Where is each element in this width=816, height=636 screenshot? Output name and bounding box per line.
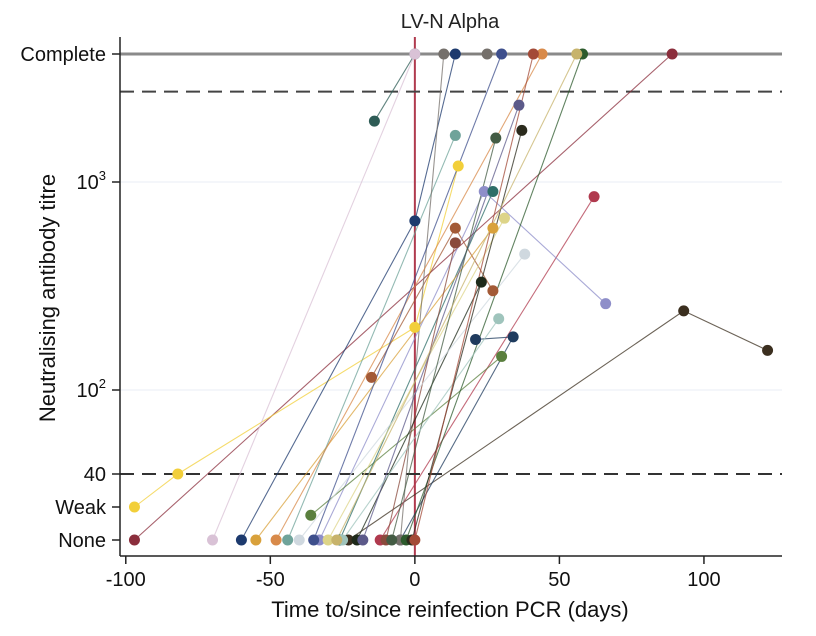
data-point-s19-1 <box>438 48 450 60</box>
y-tick-label-4300: Complete <box>20 44 106 66</box>
data-point-s2-2 <box>409 321 421 333</box>
y-axis-label: Neutralising antibody titre <box>35 174 60 422</box>
y-tick-label-1000: 103 <box>77 168 106 194</box>
data-point-s13-0 <box>207 534 219 546</box>
series-line-s22 <box>362 105 520 541</box>
data-point-s8-2 <box>600 298 612 310</box>
data-point-s27-0 <box>409 534 421 546</box>
series-line-s2 <box>134 165 459 508</box>
series-line-s27 <box>414 53 534 541</box>
x-axis-label: Time to/since reinfection PCR (days) <box>271 597 628 622</box>
data-point-s14-1 <box>449 237 461 249</box>
series-line-s14 <box>385 242 456 541</box>
chart-text: LV-N Alpha Time to/since reinfection PCR… <box>35 11 629 622</box>
data-point-s2-3 <box>452 160 464 172</box>
series-line-s21 <box>405 53 584 541</box>
series-line-s26 <box>313 53 503 541</box>
x-tick-label--100: -100 <box>106 569 146 591</box>
data-point-s26-1 <box>496 48 508 60</box>
x-tick-label-0: 0 <box>409 569 420 591</box>
data-point-s10-1 <box>487 186 499 198</box>
data-point-s23-0 <box>386 534 398 546</box>
data-point-s5-2 <box>449 48 461 60</box>
data-point-s28-1 <box>571 48 583 60</box>
x-tick-label--50: -50 <box>256 569 285 591</box>
y-tick-label-15: None <box>58 530 106 552</box>
data-point-s25-1 <box>516 124 528 136</box>
data-point-s6-2 <box>487 285 499 297</box>
data-point-s7-1 <box>588 191 600 203</box>
data-point-s16-0 <box>322 534 334 546</box>
series-line-s24 <box>342 318 500 541</box>
data-point-s5-1 <box>409 215 421 227</box>
x-tick-label-100: 100 <box>687 569 720 591</box>
series-line-s17 <box>356 281 482 541</box>
data-point-s12-1 <box>449 129 461 141</box>
data-point-s11-1 <box>487 222 499 234</box>
series-line-s9 <box>310 355 502 516</box>
data-point-s13-1 <box>409 48 421 60</box>
series-line-s1 <box>134 53 673 541</box>
data-point-s9-1 <box>496 350 508 362</box>
data-point-s19-2 <box>481 48 493 60</box>
axes: -100 -50 0 50 100 None Weak 40 102 103 Complete <box>20 37 782 591</box>
data-point-s1-1 <box>666 48 678 60</box>
series-layer <box>128 48 774 546</box>
data-point-s6-0 <box>366 371 378 383</box>
data-point-s18-1 <box>519 248 531 260</box>
data-point-s15-1 <box>507 331 519 343</box>
y-tick-label-40: 40 <box>84 464 106 486</box>
data-point-s2-1 <box>172 468 184 480</box>
series-line-s18 <box>298 253 526 541</box>
series-line-s25 <box>411 130 523 541</box>
series-line-s28 <box>336 53 578 541</box>
data-point-s24-1 <box>493 313 505 325</box>
x-tick-label-50: 50 <box>548 569 570 591</box>
series-line-s12 <box>287 135 456 541</box>
y-tick-label-25: Weak <box>55 497 107 519</box>
data-point-s3-2 <box>762 344 774 356</box>
data-point-s3-1 <box>678 305 690 317</box>
series-line-s20 <box>275 53 543 541</box>
y-tick-label-100: 102 <box>77 376 106 402</box>
data-point-s27-1 <box>527 48 539 60</box>
series-line-s23 <box>391 137 497 541</box>
reference-lines <box>120 37 782 556</box>
chart-title: LV-N Alpha <box>401 11 500 33</box>
data-point-s20-1 <box>536 48 548 60</box>
data-point-s9-0 <box>305 509 317 521</box>
data-point-s6-1 <box>449 222 461 234</box>
data-point-s2-0 <box>128 501 140 513</box>
data-point-s12-0 <box>282 534 294 546</box>
data-point-s15-2 <box>470 333 482 345</box>
series-line-s4 <box>373 53 416 122</box>
data-point-s22-0 <box>357 534 369 546</box>
data-point-s17-1 <box>475 276 487 288</box>
data-point-s11-0 <box>250 534 262 546</box>
data-point-s8-1 <box>478 186 490 198</box>
data-point-s23-1 <box>490 132 502 144</box>
data-point-s16-1 <box>498 212 510 224</box>
data-point-s20-0 <box>270 534 282 546</box>
series-line-s13 <box>211 53 416 541</box>
data-point-s22-1 <box>513 99 525 111</box>
data-point-s26-0 <box>308 534 320 546</box>
data-point-s18-0 <box>293 534 305 546</box>
data-point-s28-0 <box>331 534 343 546</box>
data-point-s4-0 <box>368 115 380 127</box>
data-point-s5-0 <box>235 534 247 546</box>
data-point-s1-0 <box>128 534 140 546</box>
